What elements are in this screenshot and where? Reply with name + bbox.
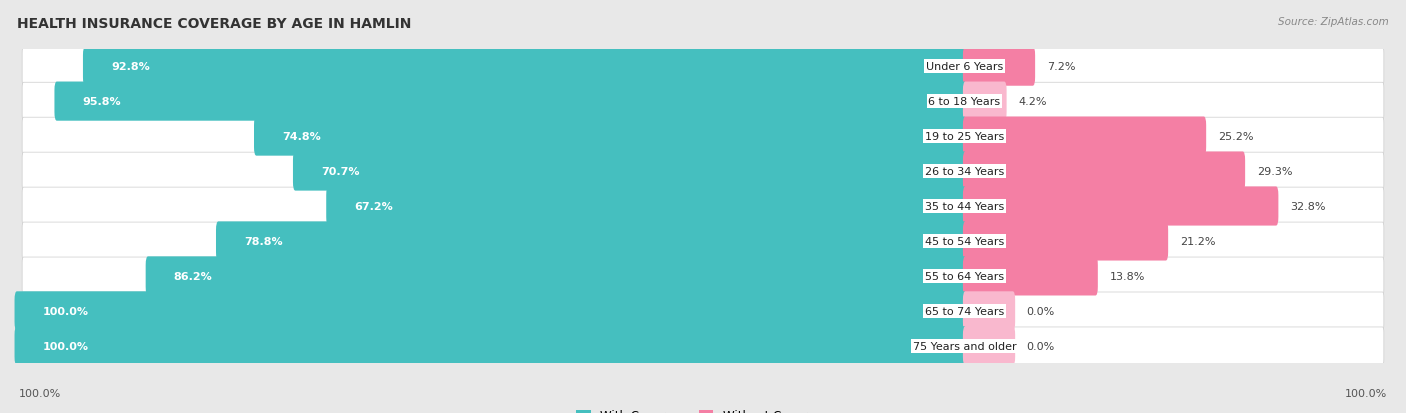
- FancyBboxPatch shape: [22, 292, 1384, 330]
- Text: 32.8%: 32.8%: [1291, 202, 1326, 211]
- Text: 86.2%: 86.2%: [174, 271, 212, 281]
- Text: 25.2%: 25.2%: [1218, 132, 1254, 142]
- FancyBboxPatch shape: [217, 222, 967, 261]
- Text: 74.8%: 74.8%: [283, 132, 321, 142]
- FancyBboxPatch shape: [963, 187, 1278, 226]
- FancyBboxPatch shape: [14, 326, 967, 366]
- Text: 70.7%: 70.7%: [321, 166, 360, 177]
- FancyBboxPatch shape: [22, 223, 1384, 260]
- Text: 78.8%: 78.8%: [245, 236, 283, 247]
- Text: Source: ZipAtlas.com: Source: ZipAtlas.com: [1278, 17, 1389, 26]
- Text: Under 6 Years: Under 6 Years: [925, 62, 1002, 72]
- Text: 7.2%: 7.2%: [1047, 62, 1076, 72]
- FancyBboxPatch shape: [22, 153, 1384, 190]
- Text: 92.8%: 92.8%: [111, 62, 149, 72]
- FancyBboxPatch shape: [963, 222, 1168, 261]
- Text: 13.8%: 13.8%: [1109, 271, 1144, 281]
- Text: 55 to 64 Years: 55 to 64 Years: [925, 271, 1004, 281]
- Text: 0.0%: 0.0%: [1026, 306, 1054, 316]
- FancyBboxPatch shape: [22, 188, 1384, 225]
- FancyBboxPatch shape: [963, 82, 1007, 121]
- Text: 100.0%: 100.0%: [42, 341, 89, 351]
- FancyBboxPatch shape: [55, 82, 967, 121]
- Text: 65 to 74 Years: 65 to 74 Years: [925, 306, 1004, 316]
- FancyBboxPatch shape: [963, 117, 1206, 156]
- FancyBboxPatch shape: [22, 48, 1384, 86]
- Text: 6 to 18 Years: 6 to 18 Years: [928, 97, 1001, 107]
- Text: 67.2%: 67.2%: [354, 202, 394, 211]
- FancyBboxPatch shape: [292, 152, 967, 191]
- FancyBboxPatch shape: [22, 257, 1384, 295]
- Text: 4.2%: 4.2%: [1018, 97, 1047, 107]
- FancyBboxPatch shape: [963, 47, 1035, 87]
- Text: HEALTH INSURANCE COVERAGE BY AGE IN HAMLIN: HEALTH INSURANCE COVERAGE BY AGE IN HAML…: [17, 17, 411, 31]
- Text: 75 Years and older: 75 Years and older: [912, 341, 1017, 351]
- FancyBboxPatch shape: [14, 292, 967, 331]
- Text: 45 to 54 Years: 45 to 54 Years: [925, 236, 1004, 247]
- Text: 35 to 44 Years: 35 to 44 Years: [925, 202, 1004, 211]
- FancyBboxPatch shape: [963, 152, 1246, 191]
- FancyBboxPatch shape: [963, 292, 1015, 331]
- FancyBboxPatch shape: [963, 326, 1015, 366]
- Text: 29.3%: 29.3%: [1257, 166, 1292, 177]
- Text: 21.2%: 21.2%: [1180, 236, 1216, 247]
- FancyBboxPatch shape: [146, 257, 967, 296]
- Text: 100.0%: 100.0%: [1346, 388, 1388, 398]
- Text: 95.8%: 95.8%: [83, 97, 121, 107]
- Text: 100.0%: 100.0%: [18, 388, 60, 398]
- FancyBboxPatch shape: [254, 117, 967, 156]
- FancyBboxPatch shape: [22, 327, 1384, 365]
- Text: 26 to 34 Years: 26 to 34 Years: [925, 166, 1004, 177]
- FancyBboxPatch shape: [22, 83, 1384, 121]
- Text: 100.0%: 100.0%: [42, 306, 89, 316]
- FancyBboxPatch shape: [326, 187, 967, 226]
- FancyBboxPatch shape: [83, 47, 967, 87]
- Text: 19 to 25 Years: 19 to 25 Years: [925, 132, 1004, 142]
- FancyBboxPatch shape: [22, 118, 1384, 156]
- FancyBboxPatch shape: [963, 257, 1098, 296]
- Text: 0.0%: 0.0%: [1026, 341, 1054, 351]
- Legend: With Coverage, Without Coverage: With Coverage, Without Coverage: [572, 404, 834, 413]
